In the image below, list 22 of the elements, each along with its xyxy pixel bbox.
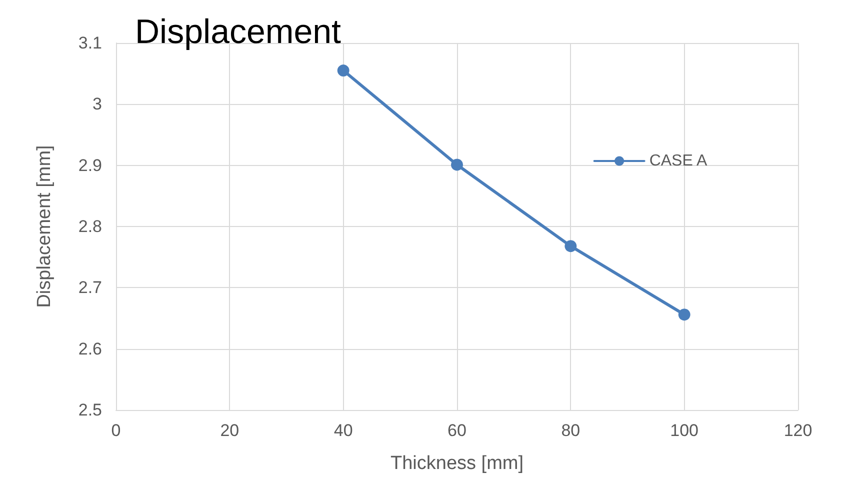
x-axis-title: Thickness [mm] bbox=[390, 453, 524, 474]
x-tick-label: 60 bbox=[448, 421, 466, 440]
point bbox=[564, 240, 577, 252]
y-tick-label: 2.5 bbox=[78, 400, 102, 420]
x-tick-label: 80 bbox=[561, 421, 580, 440]
x-tick-label: 0 bbox=[111, 421, 121, 440]
y-tick-label: 3 bbox=[92, 94, 102, 114]
y-tick-label: 3.1 bbox=[78, 34, 102, 52]
x-tick-label: 100 bbox=[670, 421, 699, 440]
legend-label: CASE A bbox=[649, 152, 708, 170]
point bbox=[451, 158, 463, 171]
y-axis-title: Displacement [mm] bbox=[34, 145, 55, 308]
chart-title: Displacement bbox=[135, 13, 342, 51]
x-tick-label: 120 bbox=[784, 421, 812, 440]
y-tick-label: 2.6 bbox=[78, 339, 102, 358]
point bbox=[678, 308, 690, 321]
y-tick-label: 2.7 bbox=[78, 278, 102, 298]
x-tick-label: 20 bbox=[220, 421, 240, 440]
y-tick-label: 2.8 bbox=[78, 217, 102, 236]
point bbox=[337, 64, 350, 77]
x-tick-label: 40 bbox=[334, 421, 353, 440]
y-tick-label: 2.9 bbox=[78, 156, 102, 175]
